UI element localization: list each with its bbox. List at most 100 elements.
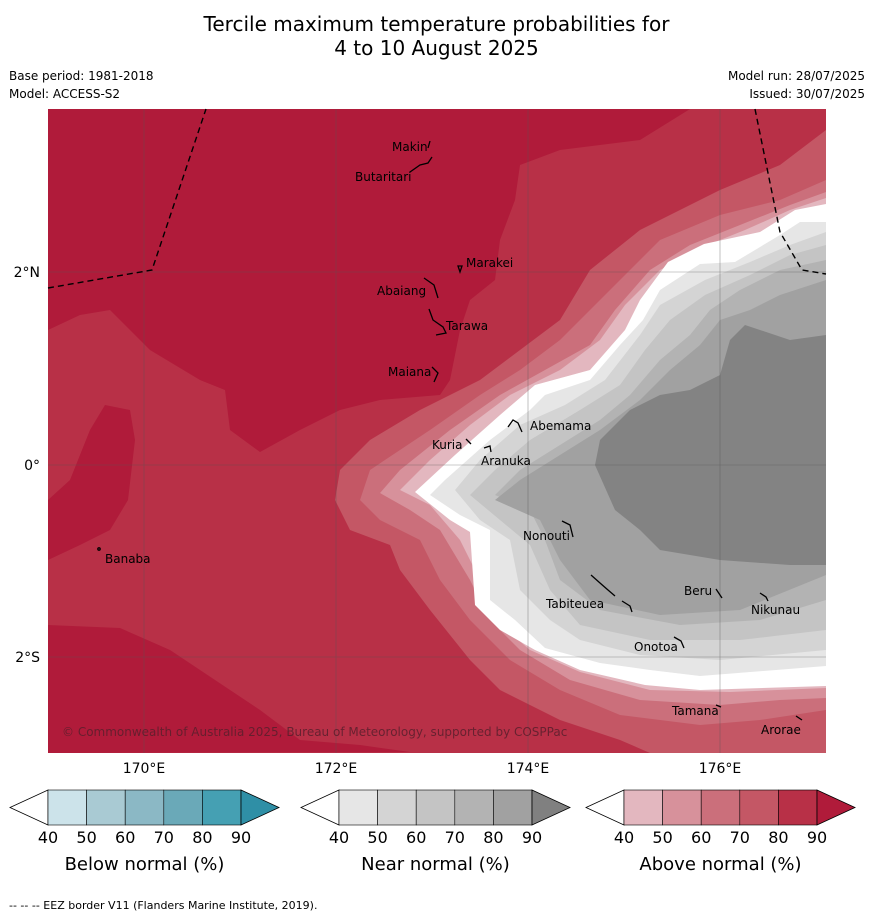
colorbar-tick: 60 [406,828,426,847]
copyright-text: © Commonwealth of Australia 2025, Bureau… [62,725,567,739]
lat-label-0: 0° [24,458,40,474]
eez-border [47,108,827,289]
colorbar-below-segment [163,789,203,826]
colorbar-above-segment [739,789,779,826]
axis-labels: 2°N 0° 2°S 170°E 172°E 174°E 176°E [14,265,742,777]
model-name: Model: ACCESS-S2 [9,87,121,101]
colorbar-above-high-extend [816,789,856,826]
island-maiana [431,366,439,383]
colorbar-below-low-extend [9,789,49,826]
colorbar-tick: 90 [522,828,542,847]
island-abemama [507,419,523,433]
title-line-1: Tercile maximum temperature probabilitie… [203,12,670,36]
lat-label-2s: 2°S [15,650,40,666]
island-nikunau [759,592,769,602]
island-tabiteuea-south [621,600,633,613]
label-butaritari: Butaritari [355,170,412,184]
label-nonouti: Nonouti [523,529,570,543]
lon-label-174: 174°E [507,761,550,777]
colorbar-tick: 50 [76,828,96,847]
colorbar-below-segment [202,789,242,826]
island-beru [715,588,723,599]
colorbar-tick: 70 [154,828,174,847]
label-arorae: Arorae [761,723,801,737]
colorbars: 40 50 60 70 80 90 Below normal (%) 40 50 60 70 80 90… [9,789,856,875]
island-tamana [715,704,722,708]
label-makin: Makin [392,140,428,154]
label-tarawa: Tarawa [445,319,488,333]
colorbar-near-segment [493,789,533,826]
island-makin [427,140,431,149]
colorbar-above-segment [623,789,663,826]
island-nonouti [561,520,574,538]
colorbar-title: Near normal (%) [361,854,510,875]
meta-right: Model run: 28/07/2025 Issued: 30/07/2025 [728,67,865,103]
meta-left: Base period: 1981-2018 Model: ACCESS-S2 [9,67,154,103]
colorbar-below-segment [124,789,165,826]
eez-border-east [754,108,827,275]
colorbar-tick: 40 [614,828,634,847]
colorbar-above-segment [662,789,702,826]
colorbar-tick: 60 [115,828,135,847]
colorbar-near-segment [377,789,417,826]
place-labels: Makin Butaritari Marakei Abaiang Tarawa … [105,140,801,737]
colorbar-title: Below normal (%) [65,854,225,875]
island-arorae [795,715,803,721]
colorbar-above: 40 50 60 70 80 90 Above normal (%) [585,789,856,875]
lon-label-170: 170°E [123,761,166,777]
label-onotoa: Onotoa [634,640,678,654]
colorbar-near-segment [338,789,378,826]
islands [97,140,803,721]
island-banaba [97,547,101,551]
near-90 [595,325,826,565]
label-tabiteuea: Tabiteuea [545,597,604,611]
probability-field [48,109,826,753]
footer-note: -- -- -- EEZ border V11 (Flanders Marine… [9,899,318,912]
island-kuria [465,438,472,445]
island-aranuka [483,445,492,453]
lon-label-176: 176°E [699,761,742,777]
eez-border-west [47,108,207,289]
label-aranuka: Aranuka [481,454,531,468]
colorbar-near-segment [415,789,456,826]
gridlines [48,109,826,753]
colorbar-tick: 70 [730,828,750,847]
label-abaiang: Abaiang [377,284,426,298]
colorbar-below-high-extend [240,789,280,826]
colorbar-near: 40 50 60 70 80 90 Near normal (%) [300,789,571,875]
colorbar-near-segment [454,789,494,826]
island-tabiteuea-north [590,574,616,597]
colorbar-tick: 80 [483,828,503,847]
colorbar-tick: 90 [807,828,827,847]
label-kuria: Kuria [432,438,463,452]
colorbar-near-low-extend [300,789,340,826]
island-marakei [457,265,463,275]
island-tarawa [428,308,447,336]
map-title: Tercile maximum temperature probabilitie… [0,12,873,60]
colorbar-below-segment [86,789,126,826]
label-nikunau: Nikunau [751,603,800,617]
lon-label-172: 172°E [315,761,358,777]
colorbar-above-segment [778,789,818,826]
colorbar-tick: 80 [192,828,212,847]
island-abaiang [423,277,439,299]
colorbar-below-segment [47,789,87,826]
colorbar-tick: 60 [691,828,711,847]
issued-date: Issued: 30/07/2025 [749,87,865,101]
label-marakei: Marakei [466,256,513,270]
label-maiana: Maiana [388,365,431,379]
colorbar-tick: 40 [38,828,58,847]
model-run: Model run: 28/07/2025 [727,69,865,83]
colorbar-tick: 80 [768,828,788,847]
colorbar-tick: 50 [367,828,387,847]
label-abemama: Abemama [530,419,591,433]
colorbar-near-high-extend [531,789,571,826]
label-tamana: Tamana [671,704,719,718]
label-beru: Beru [684,584,712,598]
colorbar-tick: 40 [329,828,349,847]
colorbar-title: Above normal (%) [639,854,801,875]
label-banaba: Banaba [105,552,151,566]
title-line-2: 4 to 10 August 2025 [334,36,539,60]
colorbar-above-low-extend [585,789,625,826]
